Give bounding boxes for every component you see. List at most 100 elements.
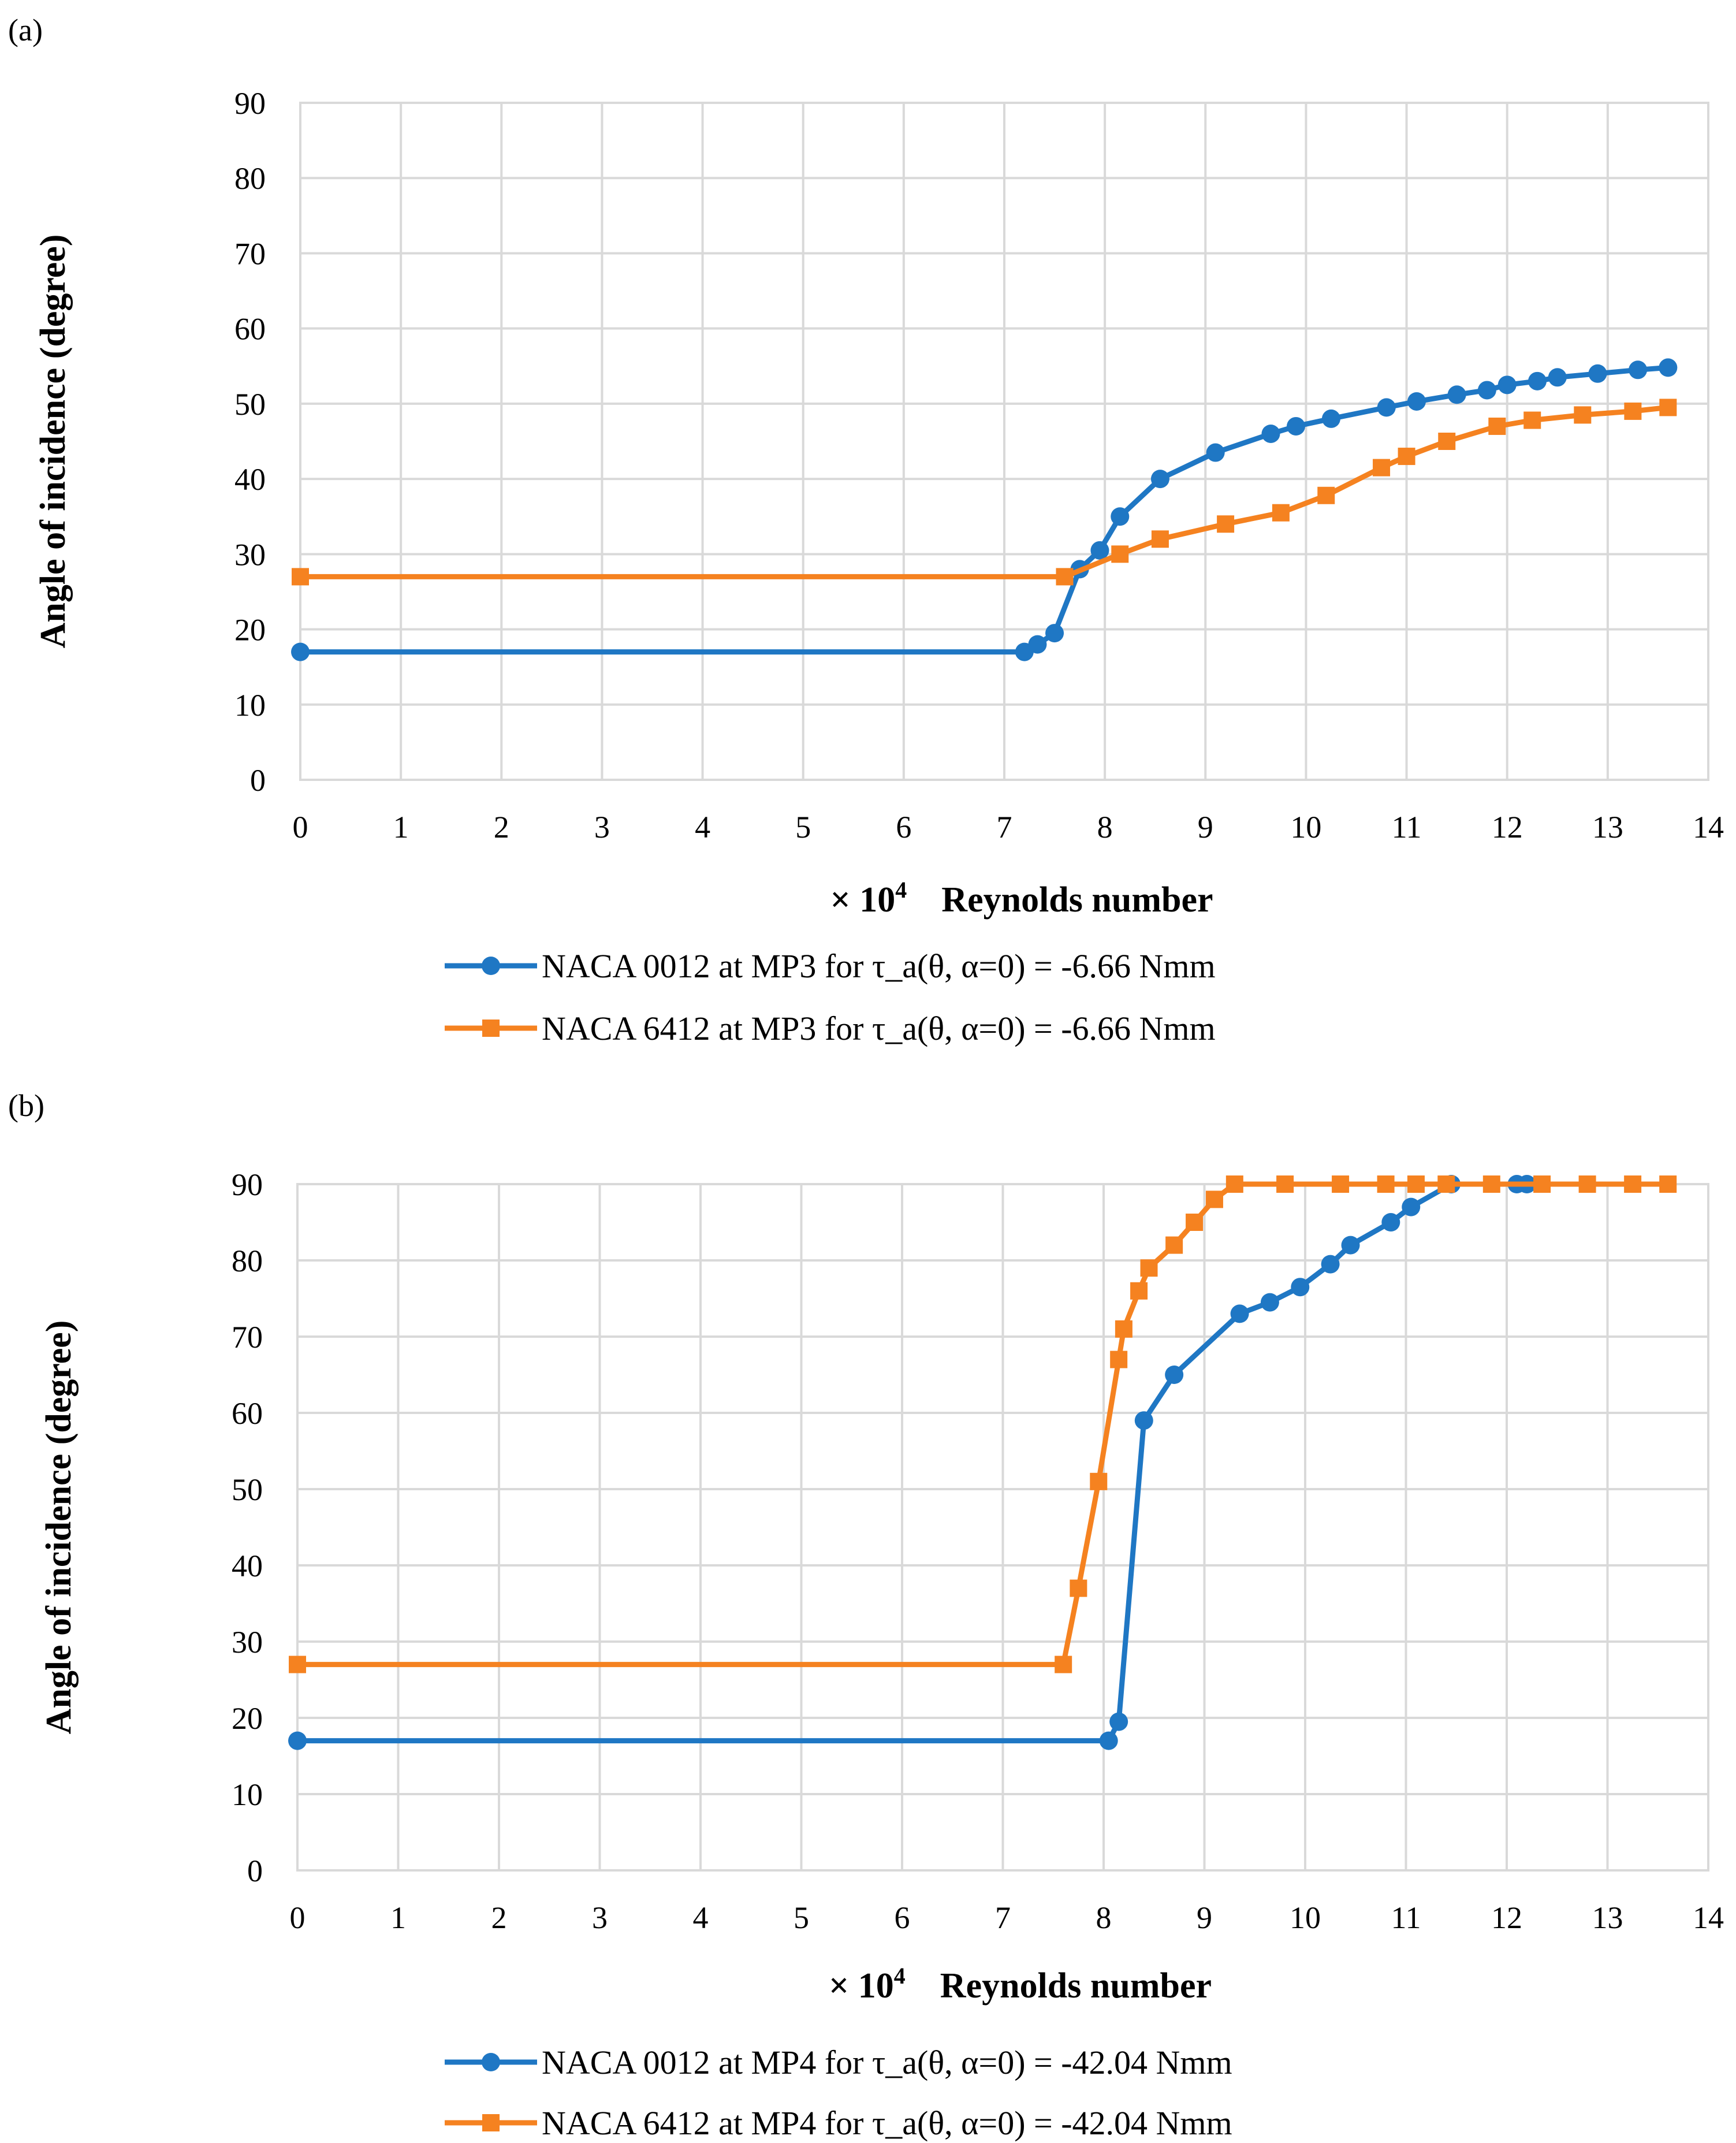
x-tick-label: 11 — [1392, 810, 1422, 844]
panel-label: (a) — [8, 13, 43, 47]
data-point — [1260, 1293, 1279, 1312]
data-point — [1438, 433, 1456, 450]
x-tick-label: 6 — [896, 810, 911, 844]
series-line — [297, 1181, 1668, 1668]
y-tick-label: 20 — [232, 1701, 263, 1736]
x-axis-title: × 104 Reynolds number — [830, 877, 1213, 920]
data-point — [1548, 368, 1567, 387]
data-point — [1261, 424, 1280, 443]
x-tick-label: 11 — [1391, 1900, 1421, 1935]
data-point — [1134, 1411, 1153, 1430]
data-point — [1150, 470, 1169, 489]
data-point — [1287, 416, 1306, 436]
series-1 — [291, 358, 1678, 661]
series-line — [300, 364, 1668, 655]
data-point — [1377, 398, 1396, 417]
x-tick-label: 7 — [995, 1900, 1011, 1935]
legend-label: NACA 0012 at MP3 for τ_a(θ, α=0) = -6.66… — [542, 947, 1216, 985]
y-tick-label: 80 — [232, 1244, 263, 1278]
x-tick-label: 2 — [491, 1900, 507, 1935]
legend-entry: NACA 0012 at MP4 for τ_a(θ, α=0) = -42.0… — [445, 2044, 1232, 2081]
x-tick-label: 1 — [390, 1900, 406, 1935]
data-point — [1407, 1175, 1425, 1193]
y-tick-label: 30 — [234, 537, 266, 572]
series-line — [300, 404, 1668, 579]
chart-panel-a: (a)0 1 2 3 4 5 6 7 8 9 10 11 12 13 1401020304050607080… — [8, 13, 1724, 1047]
x-tick-label: 7 — [997, 810, 1012, 844]
data-point — [1272, 504, 1290, 522]
legend-entry: NACA 0012 at MP3 for τ_a(θ, α=0) = -6.66… — [445, 947, 1216, 985]
x-axis-exponent: 4 — [894, 1963, 906, 1989]
data-point — [1477, 381, 1496, 400]
legend-entry: NACA 6412 at MP3 for τ_a(θ, α=0) = -6.66… — [445, 1010, 1216, 1047]
x-tick-label: 14 — [1693, 810, 1724, 844]
data-point — [291, 642, 310, 661]
data-point — [1186, 1214, 1204, 1231]
x-tick-label: 2 — [494, 810, 509, 844]
data-point — [1090, 541, 1109, 560]
data-point — [1321, 409, 1340, 428]
data-point — [1205, 1190, 1223, 1208]
data-point — [1373, 459, 1391, 477]
y-tick-label: 90 — [234, 86, 266, 121]
data-point — [1090, 1472, 1108, 1490]
data-point — [1482, 1175, 1500, 1193]
data-point — [1028, 635, 1047, 654]
x-tick-label: 1 — [393, 810, 409, 844]
x-tick-label: 4 — [695, 810, 710, 844]
data-point — [1624, 1175, 1642, 1193]
data-point — [1140, 1259, 1158, 1277]
y-tick-label: 70 — [234, 236, 266, 271]
data-point — [1659, 358, 1678, 377]
y-tick-label: 90 — [232, 1167, 263, 1202]
x-tick-label: 9 — [1197, 1900, 1212, 1935]
y-tick-label: 0 — [247, 1854, 263, 1888]
y-tick-label: 20 — [234, 613, 266, 648]
data-point — [1070, 1579, 1087, 1597]
plot-area — [296, 1183, 1709, 1872]
data-point — [1109, 1712, 1128, 1731]
legend-marker — [482, 2053, 500, 2071]
data-point — [1225, 1175, 1243, 1193]
data-point — [1291, 1278, 1310, 1297]
data-point — [1398, 448, 1415, 466]
data-point — [1624, 402, 1642, 420]
x-tick-label: 14 — [1693, 1900, 1724, 1935]
x-axis-label: Reynolds number — [941, 880, 1213, 920]
y-tick-label: 80 — [234, 161, 266, 196]
data-point — [1055, 1655, 1072, 1673]
data-point — [1045, 624, 1064, 643]
x-tick-label: 9 — [1198, 810, 1213, 844]
data-point — [1588, 364, 1607, 383]
x-tick-label: 13 — [1592, 1900, 1623, 1935]
y-tick-label: 60 — [234, 312, 266, 347]
data-point — [1437, 1175, 1455, 1193]
legend-marker — [482, 957, 500, 975]
data-point — [1056, 568, 1074, 586]
data-point — [1151, 530, 1169, 548]
x-axis-title: × 104 Reynolds number — [829, 1963, 1212, 2006]
y-tick-label: 60 — [232, 1396, 263, 1431]
y-axis-title: Angle of incidence (degree) — [33, 235, 73, 649]
data-point — [1488, 417, 1506, 435]
legend-label: NACA 6412 at MP4 for τ_a(θ, α=0) = -42.0… — [542, 2104, 1232, 2142]
data-point — [1317, 486, 1335, 504]
data-point — [1165, 1236, 1183, 1254]
data-point — [289, 1655, 306, 1673]
data-point — [1659, 399, 1677, 416]
data-point — [1332, 1175, 1350, 1193]
data-point — [288, 1731, 307, 1750]
x-tick-label: 3 — [592, 1900, 608, 1935]
legend-label: NACA 6412 at MP3 for τ_a(θ, α=0) = -6.66… — [542, 1010, 1216, 1047]
x-tick-label: 8 — [1097, 810, 1113, 844]
data-point — [1130, 1282, 1148, 1300]
data-point — [1659, 1175, 1677, 1193]
x-tick-label: 8 — [1096, 1900, 1112, 1935]
x-tick-label: 0 — [293, 810, 308, 844]
x-tick-label: 12 — [1492, 810, 1523, 844]
data-point — [1110, 1350, 1128, 1368]
chart-panel-b: (b)0 1 2 3 4 5 6 7 8 9 10 11 12 13 1401020304050607080… — [8, 1088, 1724, 2142]
x-tick-label: 12 — [1491, 1900, 1522, 1935]
y-tick-label: 40 — [234, 462, 266, 497]
